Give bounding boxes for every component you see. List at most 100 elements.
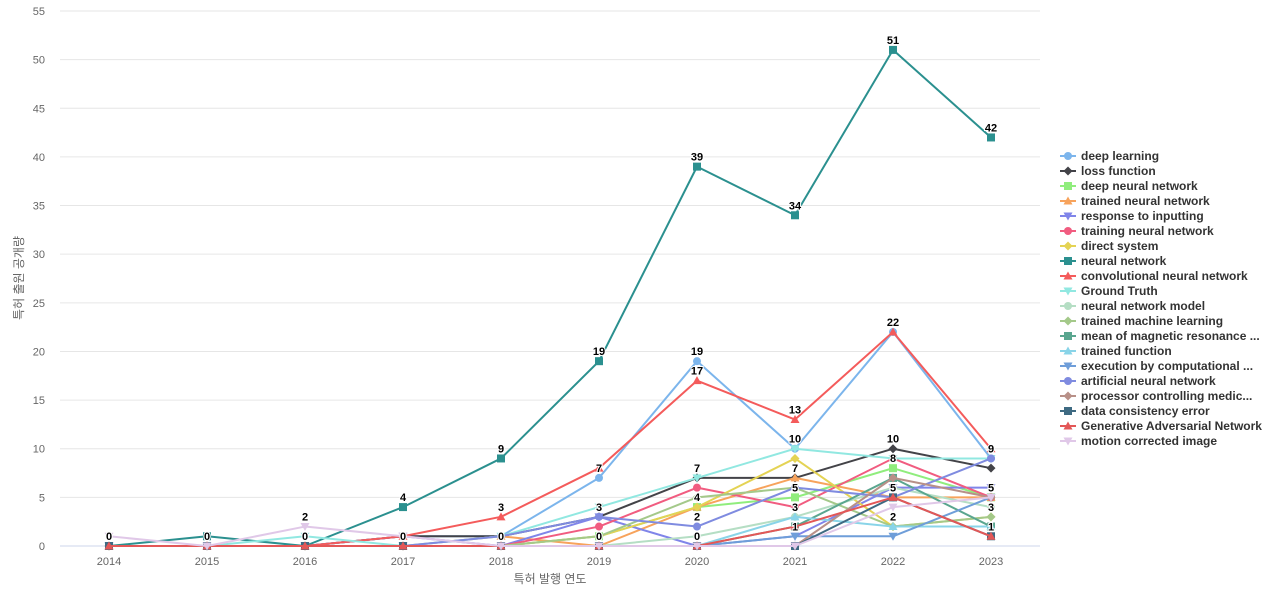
data-point: [595, 522, 603, 531]
x-tick-label: 2018: [489, 556, 513, 568]
data-point: [986, 531, 996, 540]
y-tick-label: 40: [33, 152, 45, 164]
data-label: 1: [792, 521, 798, 533]
legend-marker: [1064, 377, 1072, 385]
data-point: [986, 493, 996, 502]
data-label: 42: [985, 122, 997, 134]
x-tick-label: 2017: [391, 556, 415, 568]
legend-item[interactable]: execution by computational ...: [1060, 359, 1253, 373]
legend-item[interactable]: direct system: [1060, 239, 1158, 253]
data-label: 9: [988, 443, 994, 455]
data-point: [595, 473, 603, 482]
legend-item[interactable]: deep neural network: [1060, 179, 1198, 193]
data-point: [595, 357, 603, 366]
legend-item[interactable]: motion corrected image: [1060, 434, 1217, 448]
x-tick-label: 2021: [783, 556, 807, 568]
legend-marker: [1063, 287, 1073, 296]
data-point: [399, 503, 407, 512]
legend-marker: [1063, 421, 1073, 430]
data-point: [693, 483, 701, 492]
legend-item[interactable]: Ground Truth: [1060, 284, 1158, 298]
legend-item[interactable]: trained neural network: [1060, 194, 1210, 208]
legend-item[interactable]: convolutional neural network: [1060, 269, 1248, 283]
legend-item[interactable]: data consistency error: [1060, 404, 1210, 418]
legend-item[interactable]: loss function: [1060, 164, 1156, 178]
data-point: [888, 327, 898, 336]
legend-item[interactable]: response to inputting: [1060, 209, 1204, 223]
legend-item[interactable]: trained function: [1060, 344, 1172, 358]
data-point: [888, 522, 898, 531]
legend-marker: [1063, 391, 1073, 401]
legend-item[interactable]: mean of magnetic resonance ...: [1060, 329, 1260, 343]
data-label: 7: [792, 463, 798, 475]
data-point: [595, 512, 603, 521]
x-tick-label: 2022: [881, 556, 905, 568]
y-tick-label: 0: [39, 541, 45, 553]
series-motion-corrected-image[interactable]: [104, 493, 996, 551]
data-point: [496, 512, 506, 521]
data-label: 34: [789, 200, 802, 212]
data-point: [203, 532, 211, 541]
y-tick-label: 5: [39, 492, 45, 504]
data-point: [888, 532, 898, 541]
legend-item[interactable]: artificial neural network: [1060, 374, 1216, 388]
legend-label: execution by computational ...: [1081, 359, 1253, 373]
legend-marker: [1063, 362, 1073, 371]
data-point: [888, 503, 898, 512]
data-point: [693, 522, 701, 531]
data-point: [104, 532, 114, 541]
legend-item[interactable]: trained machine learning: [1060, 314, 1223, 328]
legend-marker: [1064, 227, 1072, 235]
data-label: 13: [789, 405, 801, 417]
data-label: 4: [694, 492, 701, 504]
legend-label: neural network model: [1081, 299, 1205, 313]
y-tick-label: 20: [33, 346, 45, 358]
legend-marker: [1063, 437, 1073, 446]
y-tick-label: 45: [33, 103, 45, 115]
series-trained-neural-network[interactable]: [104, 473, 996, 550]
legend-marker: [1064, 182, 1072, 190]
data-point: [791, 493, 799, 502]
legend-label: Ground Truth: [1081, 284, 1158, 298]
data-label: 0: [694, 531, 700, 543]
data-labels: 0 020409301973039191774203413107531512210…: [105, 34, 998, 544]
data-point: [790, 542, 800, 551]
data-label: 2: [890, 512, 896, 524]
data-point: [790, 532, 800, 541]
legend-item[interactable]: neural network model: [1060, 299, 1205, 313]
data-point: [888, 473, 898, 483]
data-label: 17: [691, 366, 703, 378]
data-point: [594, 503, 604, 512]
legend-label: data consistency error: [1081, 404, 1210, 418]
legend-marker: [1064, 152, 1072, 160]
legend-item[interactable]: processor controlling medic...: [1060, 389, 1252, 403]
legend-item[interactable]: training neural network: [1060, 224, 1214, 238]
data-point: [791, 503, 799, 512]
data-point: [693, 357, 701, 366]
data-point: [986, 522, 996, 531]
data-point: [496, 542, 506, 551]
series-line: [109, 447, 991, 547]
x-tick-label: 2016: [293, 556, 317, 568]
legend-label: training neural network: [1081, 224, 1214, 238]
data-label: 0: [204, 531, 210, 543]
legend-label: trained neural network: [1081, 194, 1210, 208]
legend-marker: [1064, 407, 1072, 415]
data-label: 3: [596, 502, 602, 514]
legend-marker: [1064, 332, 1072, 340]
legend-label: response to inputting: [1081, 209, 1204, 223]
x-tick-label: 2015: [195, 556, 219, 568]
legend-label: trained machine learning: [1081, 314, 1223, 328]
series-convolutional-neural-network[interactable]: [104, 327, 996, 550]
data-label: 2: [694, 512, 700, 524]
data-point: [692, 474, 702, 483]
legend-item[interactable]: neural network: [1060, 254, 1167, 268]
legend-marker: [1064, 302, 1072, 310]
legend-item[interactable]: Generative Adversarial Network: [1060, 419, 1262, 433]
data-point: [987, 133, 995, 142]
data-point: [497, 454, 505, 463]
series-line: [108, 496, 992, 547]
data-label: 5: [988, 482, 994, 494]
legend-item[interactable]: deep learning: [1060, 149, 1159, 163]
y-tick-label: 25: [33, 298, 45, 310]
